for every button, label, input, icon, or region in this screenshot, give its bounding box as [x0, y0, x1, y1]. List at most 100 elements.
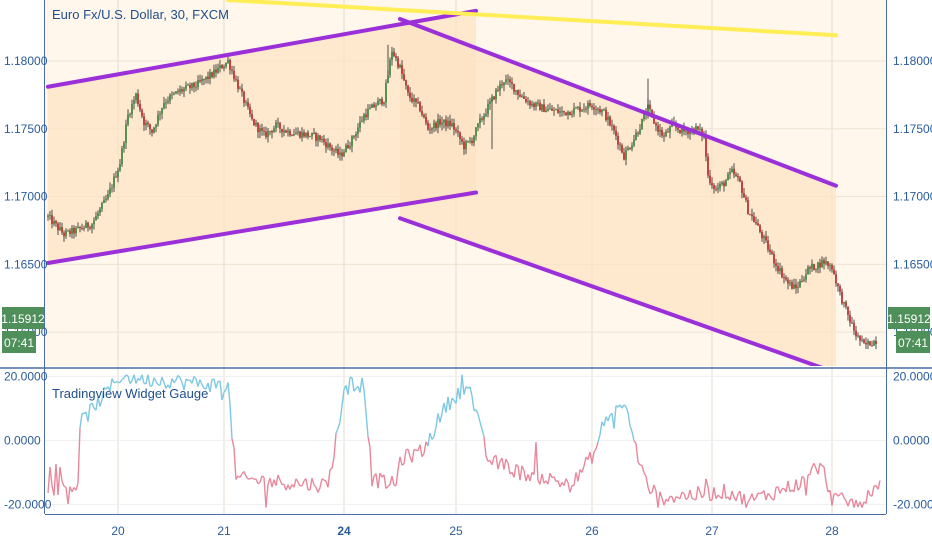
gauge-segment — [411, 449, 415, 463]
candle-body — [405, 80, 407, 86]
candle-body — [777, 266, 779, 272]
candle-body — [721, 182, 723, 185]
gauge-segment — [513, 464, 517, 478]
candle-body — [745, 197, 747, 200]
candle-body — [481, 118, 483, 120]
candle-body — [85, 222, 87, 229]
candles — [47, 44, 877, 350]
gauge-segment — [739, 490, 743, 505]
gauge-segment — [607, 414, 611, 422]
gauge-segment — [351, 377, 355, 392]
gauge-segment — [201, 384, 205, 389]
gauge-segment — [471, 395, 475, 411]
candle-body — [499, 84, 501, 91]
candle-body — [175, 91, 177, 94]
candle-body — [69, 230, 71, 234]
gauge-segment — [789, 489, 793, 493]
candle-body — [507, 79, 509, 81]
candle-body — [253, 119, 255, 126]
gauge-segment — [625, 406, 629, 413]
gauge-segment — [67, 486, 71, 504]
gauge-tick-label-right: -20.0000 — [893, 497, 932, 511]
gauge-segment — [319, 478, 323, 488]
candle-body — [757, 223, 759, 226]
gauge-segment — [263, 477, 267, 508]
candle-body — [781, 268, 783, 278]
candle-body — [181, 89, 183, 92]
gauge-segment — [751, 493, 755, 501]
candle-body — [311, 132, 313, 137]
gauge-segment — [829, 490, 833, 506]
gauge-segment — [395, 469, 399, 486]
candle-body — [235, 79, 237, 80]
gauge-segment — [685, 497, 689, 501]
x-tick-label: 27 — [705, 524, 719, 538]
gauge-segment — [95, 396, 99, 411]
candle-body — [477, 123, 479, 128]
gauge-segment — [615, 405, 619, 408]
gauge-segment — [729, 490, 733, 501]
candle-body — [429, 129, 431, 131]
candle-body — [157, 114, 159, 125]
candle-body — [321, 138, 323, 140]
gauge-segment — [427, 432, 431, 446]
gauge-segment — [423, 441, 427, 454]
candle-body — [105, 198, 107, 201]
candle-body — [843, 301, 845, 304]
gauge-segment — [823, 466, 827, 482]
candle-body — [95, 215, 97, 221]
gauge-segment — [359, 377, 363, 393]
gauge-segment — [369, 447, 373, 487]
gauge-segment — [295, 478, 299, 483]
gauge-segment — [523, 470, 527, 482]
candle-body — [73, 227, 75, 234]
candle-body — [315, 133, 317, 141]
candle-body — [759, 225, 761, 233]
gauge-segment — [743, 493, 747, 508]
candle-body — [389, 60, 391, 76]
gauge-segment — [175, 375, 179, 381]
candle-body — [237, 79, 239, 89]
candle-body — [627, 148, 629, 151]
gauge-segment — [483, 436, 487, 456]
gauge-segment — [541, 473, 545, 484]
gauge-tick-label-left: -20.0000 — [4, 497, 52, 511]
candle-body — [485, 113, 487, 116]
channel-upper-line — [46, 8, 478, 89]
gauge-segment — [261, 475, 265, 478]
gauge-segment — [497, 460, 501, 470]
candle-body — [625, 150, 627, 160]
candle-body — [733, 168, 735, 175]
candle-body — [801, 280, 803, 282]
candle-body — [249, 106, 251, 115]
gauge-segment — [795, 479, 799, 491]
candle-body — [257, 122, 259, 133]
candle-body — [341, 152, 343, 157]
candle-body — [63, 232, 65, 237]
candle-body — [795, 284, 797, 289]
x-tick-label: 28 — [825, 524, 839, 538]
candle-body — [475, 127, 477, 137]
gauge-segment — [515, 464, 519, 467]
gauge-segment — [463, 386, 467, 395]
candle-body — [187, 84, 189, 86]
gauge-segment — [173, 379, 177, 384]
candle-body — [689, 130, 691, 135]
channel-lines — [46, 0, 838, 366]
candle-body — [401, 64, 403, 75]
candle-body — [53, 221, 55, 225]
candle-body — [517, 90, 519, 95]
candle-body — [859, 335, 861, 341]
candle-body — [433, 122, 435, 128]
last-price-right: 1.15912 — [887, 312, 931, 326]
candle-body — [301, 132, 303, 138]
candle-body — [107, 194, 109, 199]
candle-body — [373, 104, 375, 108]
gauge-segment — [63, 485, 67, 489]
candle-body — [307, 132, 309, 137]
x-tick-label: 20 — [111, 524, 125, 538]
gauge-segment — [187, 379, 191, 382]
candle-body — [529, 101, 531, 106]
candle-body — [787, 279, 789, 284]
candle-body — [109, 188, 111, 195]
